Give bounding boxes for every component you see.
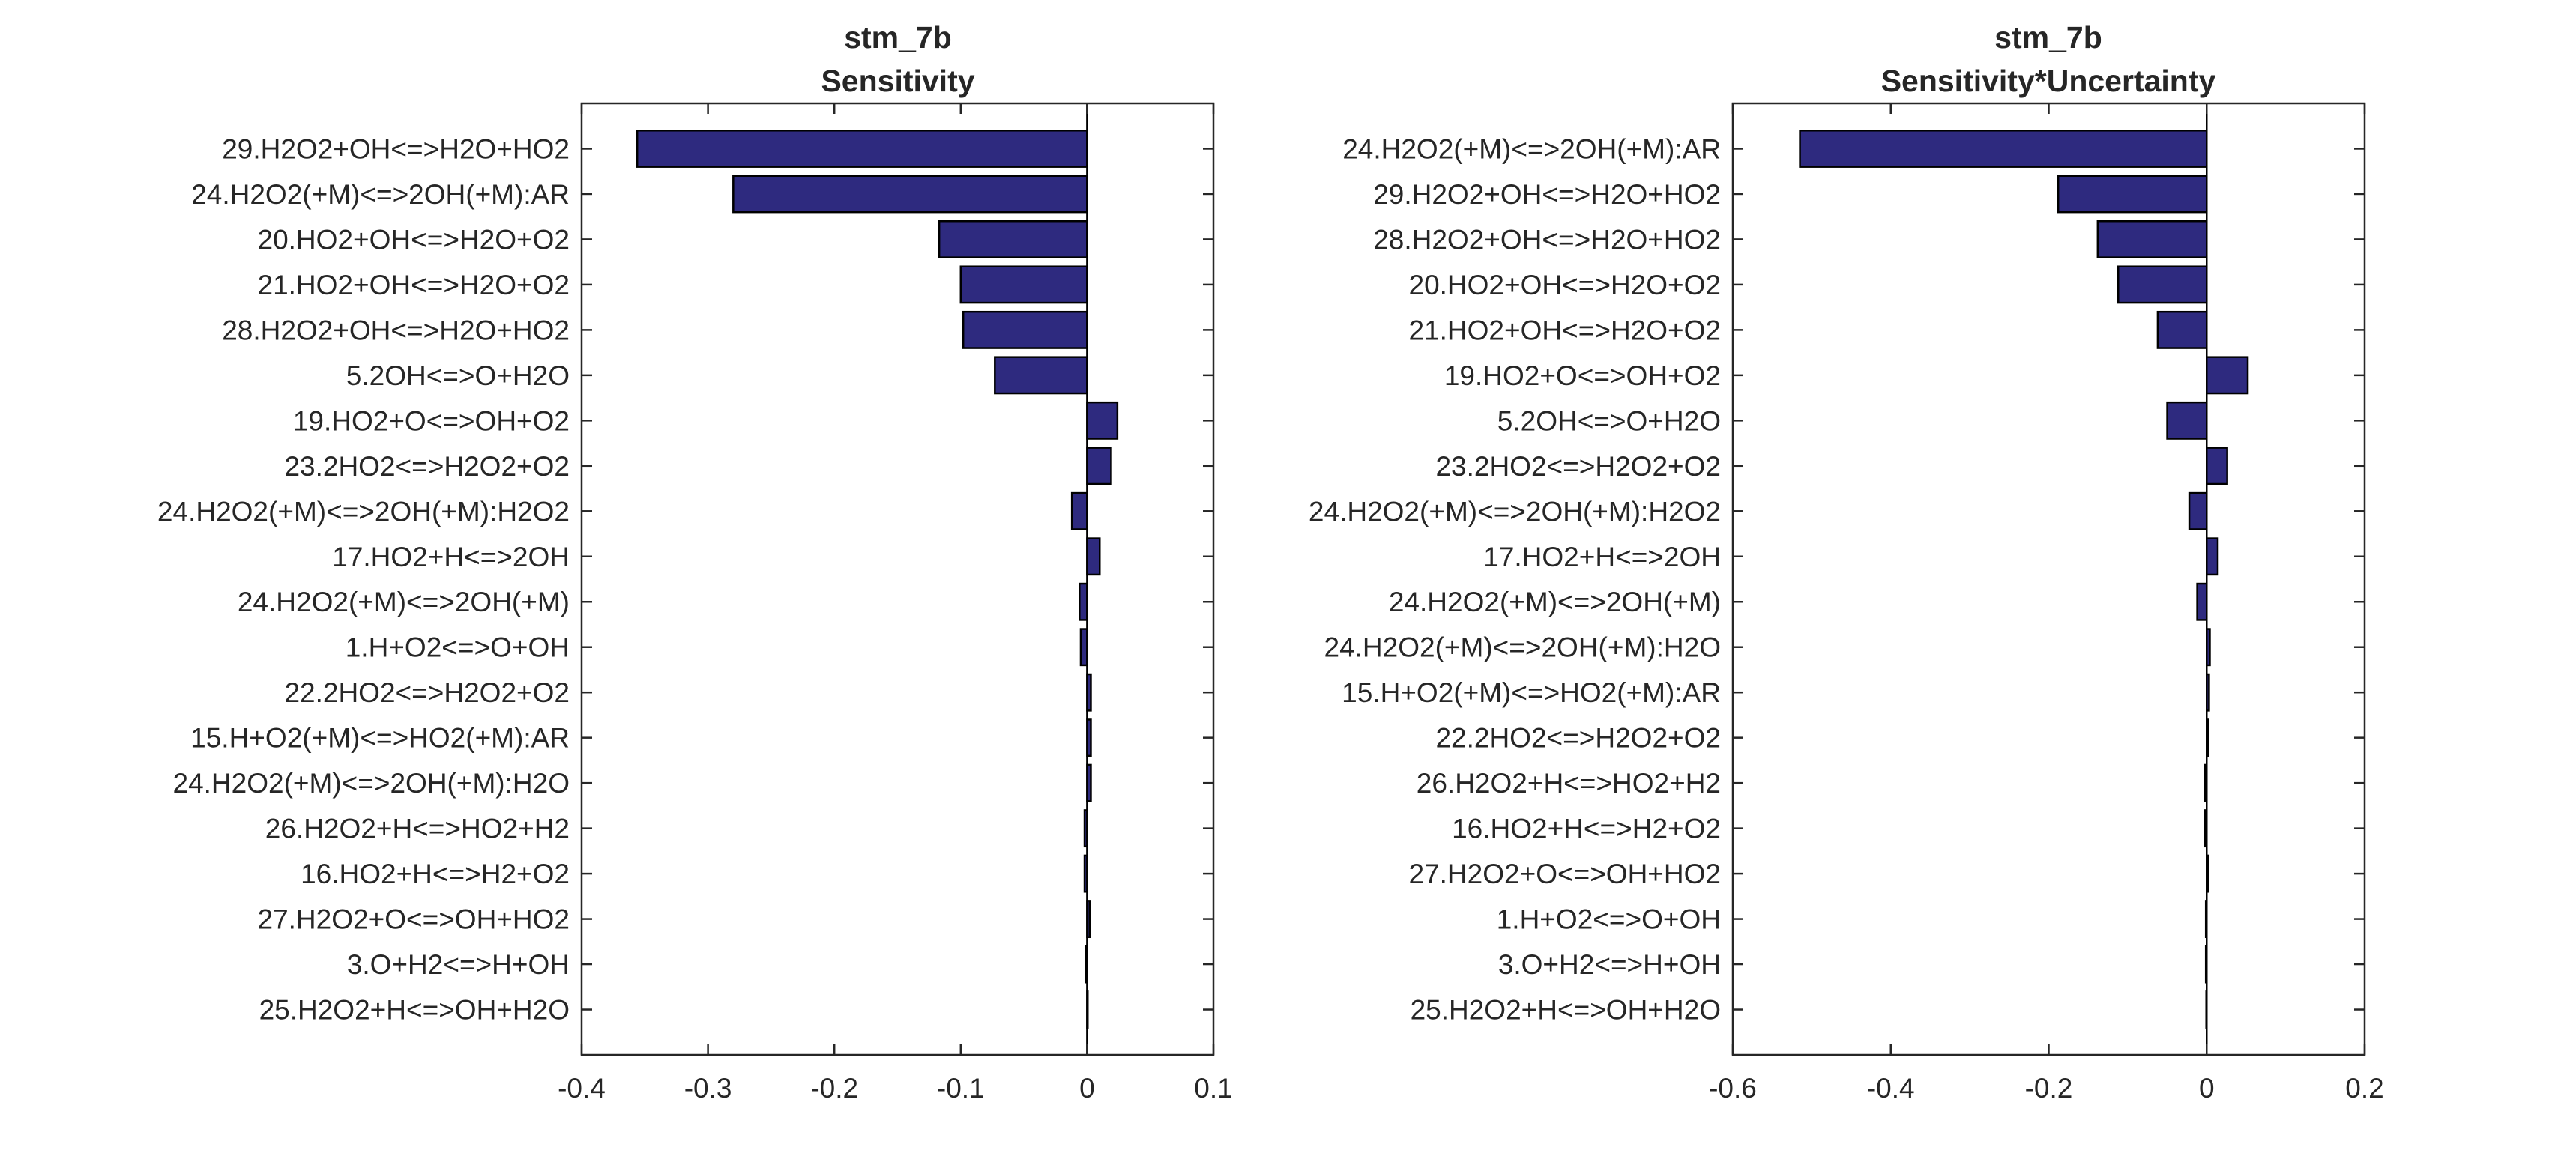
bar-7 bbox=[1086, 401, 1119, 440]
category-label: 24.H2O2(+M)<=>2OH(+M) bbox=[238, 587, 570, 617]
category-label: 22.2HO2<=>H2O2+O2 bbox=[1435, 723, 1721, 754]
bar-5 bbox=[962, 310, 1088, 349]
bar-5 bbox=[2156, 310, 2208, 349]
category-label: 16.HO2+H<=>H2+O2 bbox=[1452, 814, 1721, 844]
x-tick-label: -0.4 bbox=[558, 1073, 606, 1104]
chart-subtitle: Sensitivity*Uncertainty bbox=[1881, 64, 2216, 98]
chart-subtitle: Sensitivity bbox=[821, 64, 974, 98]
bar-8 bbox=[2206, 447, 2228, 485]
category-label: 29.H2O2+OH<=>H2O+HO2 bbox=[1373, 179, 1721, 210]
x-tick-label: 0.1 bbox=[1194, 1073, 1232, 1104]
bar-11 bbox=[1079, 582, 1088, 621]
bar-12 bbox=[1079, 628, 1088, 667]
chart-title: stm_7b bbox=[1994, 20, 2102, 55]
category-label: 24.H2O2(+M)<=>2OH(+M) bbox=[1389, 587, 1721, 617]
category-label: 21.HO2+OH<=>H2O+O2 bbox=[258, 270, 570, 300]
category-label: 29.H2O2+OH<=>H2O+HO2 bbox=[222, 133, 570, 164]
bar-2 bbox=[2057, 175, 2208, 214]
category-label: 27.H2O2+O<=>OH+HO2 bbox=[258, 904, 570, 935]
category-label: 28.H2O2+OH<=>H2O+HO2 bbox=[1373, 224, 1721, 255]
category-label: 27.H2O2+O<=>OH+HO2 bbox=[1409, 859, 1722, 889]
sensitivity-chart: stm_7b Sensitivity 29.H2O2+OH<=>H2O+HO2 24.… bbox=[157, 20, 1233, 1104]
sensitivity-uncertainty-chart: stm_7b Sensitivity*Uncertainty 24.H2O2(+M)… bbox=[1309, 20, 2384, 1104]
x-tick-label: 0 bbox=[2199, 1073, 2215, 1104]
x-tick-label: -0.6 bbox=[1709, 1073, 1757, 1104]
category-label: 19.HO2+O<=>OH+O2 bbox=[293, 405, 570, 436]
bar-4 bbox=[959, 265, 1088, 304]
bar-10 bbox=[1086, 537, 1101, 576]
bar-8 bbox=[1086, 447, 1112, 485]
bar-11 bbox=[2196, 582, 2208, 621]
category-label: 1.H+O2<=>O+OH bbox=[346, 632, 570, 663]
bar-9 bbox=[2188, 491, 2208, 530]
bar-3 bbox=[2096, 220, 2208, 258]
bar-6 bbox=[2206, 356, 2249, 395]
x-tick-label: -0.4 bbox=[1867, 1073, 1915, 1104]
chart-title: stm_7b bbox=[844, 20, 952, 55]
bar-9 bbox=[1070, 491, 1088, 530]
category-label: 15.H+O2(+M)<=>HO2(+M):AR bbox=[1342, 677, 1721, 708]
category-label: 24.H2O2(+M)<=>2OH(+M):H2O bbox=[1324, 632, 1722, 663]
category-label: 3.O+H2<=>H+OH bbox=[347, 949, 570, 980]
axes-frame bbox=[580, 102, 1215, 1056]
category-label: 23.2HO2<=>H2O2+O2 bbox=[1435, 451, 1721, 482]
category-label: 19.HO2+O<=>OH+O2 bbox=[1444, 360, 1721, 391]
category-label: 15.H+O2(+M)<=>HO2(+M):AR bbox=[190, 723, 570, 754]
bar-2 bbox=[732, 175, 1088, 214]
category-label: 26.H2O2+H<=>HO2+H2 bbox=[265, 814, 570, 844]
x-tick-label: 0 bbox=[1079, 1073, 1095, 1104]
bar-3 bbox=[938, 220, 1088, 258]
x-tick-label: -0.1 bbox=[937, 1073, 985, 1104]
category-label: 24.H2O2(+M)<=>2OH(+M):H2O2 bbox=[1309, 496, 1721, 527]
category-label: 24.H2O2(+M)<=>2OH(+M):AR bbox=[1342, 133, 1721, 164]
category-label: 22.2HO2<=>H2O2+O2 bbox=[284, 677, 570, 708]
category-label: 24.H2O2(+M)<=>2OH(+M):AR bbox=[191, 179, 570, 210]
category-label: 20.HO2+OH<=>H2O+O2 bbox=[1409, 270, 1722, 300]
category-label: 16.HO2+H<=>H2+O2 bbox=[301, 859, 570, 889]
category-label: 25.H2O2+H<=>OH+H2O bbox=[1411, 995, 1721, 1026]
bar-4 bbox=[2117, 265, 2208, 304]
category-label: 20.HO2+OH<=>H2O+O2 bbox=[258, 224, 570, 255]
category-label: 1.H+O2<=>O+OH bbox=[1497, 904, 1721, 935]
bar-10 bbox=[2206, 537, 2219, 576]
category-label: 5.2OH<=>O+H2O bbox=[1497, 405, 1721, 436]
bar-1 bbox=[1799, 130, 2208, 168]
bar-1 bbox=[636, 130, 1088, 168]
category-label: 24.H2O2(+M)<=>2OH(+M):H2O bbox=[173, 768, 570, 799]
category-label: 24.H2O2(+M)<=>2OH(+M):H2O2 bbox=[157, 496, 570, 527]
bar-6 bbox=[994, 356, 1088, 395]
category-label: 5.2OH<=>O+H2O bbox=[346, 360, 570, 391]
category-label: 26.H2O2+H<=>HO2+H2 bbox=[1417, 768, 1721, 799]
category-label: 25.H2O2+H<=>OH+H2O bbox=[259, 995, 570, 1026]
category-label: 17.HO2+H<=>2OH bbox=[1483, 542, 1721, 572]
category-label: 3.O+H2<=>H+OH bbox=[1498, 949, 1721, 980]
bar-7 bbox=[2166, 401, 2208, 440]
x-tick-label: -0.2 bbox=[2025, 1073, 2073, 1104]
x-tick-label: -0.3 bbox=[684, 1073, 732, 1104]
category-label: 17.HO2+H<=>2OH bbox=[332, 542, 570, 572]
category-label: 23.2HO2<=>H2O2+O2 bbox=[284, 451, 570, 482]
x-tick-label: -0.2 bbox=[810, 1073, 858, 1104]
x-tick-label: 0.2 bbox=[2345, 1073, 2383, 1104]
axes-frame bbox=[1731, 102, 2366, 1056]
category-label: 28.H2O2+OH<=>H2O+HO2 bbox=[222, 315, 570, 345]
category-label: 21.HO2+OH<=>H2O+O2 bbox=[1409, 315, 1722, 345]
